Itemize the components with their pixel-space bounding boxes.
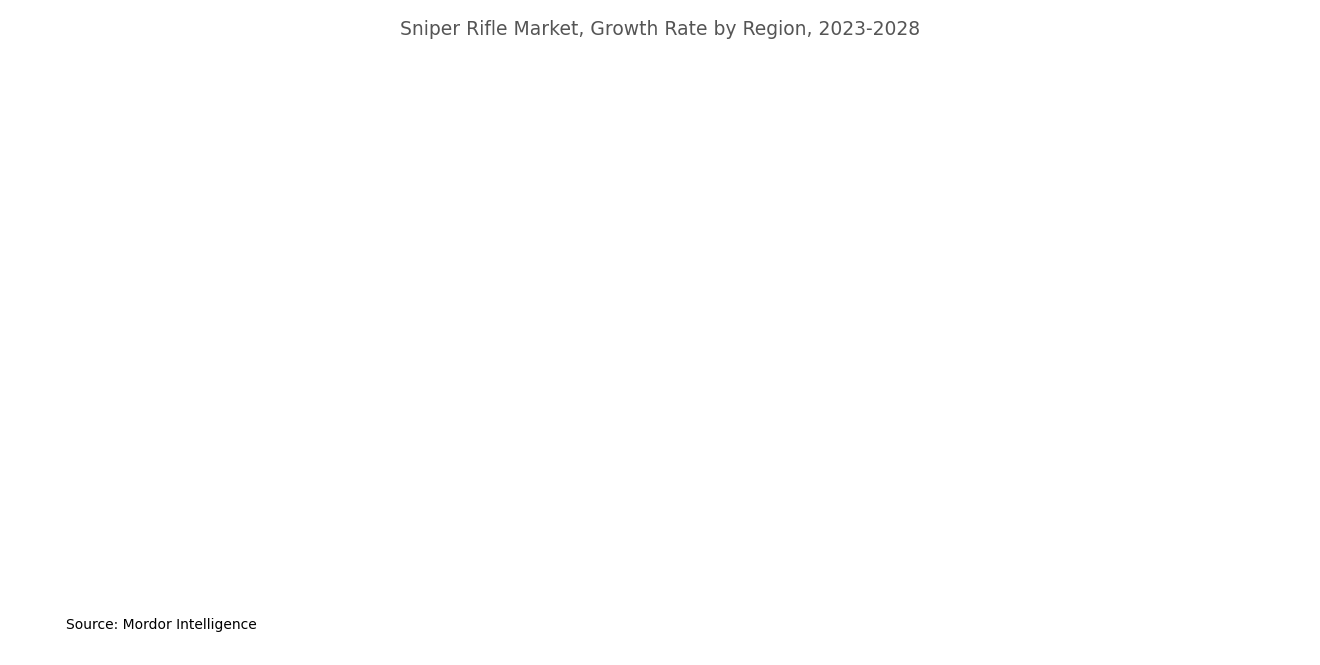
Text: Sniper Rifle Market, Growth Rate by Region, 2023-2028: Sniper Rifle Market, Growth Rate by Regi… <box>400 20 920 39</box>
Text: Source: Mordor Intelligence: Source: Mordor Intelligence <box>66 618 257 632</box>
